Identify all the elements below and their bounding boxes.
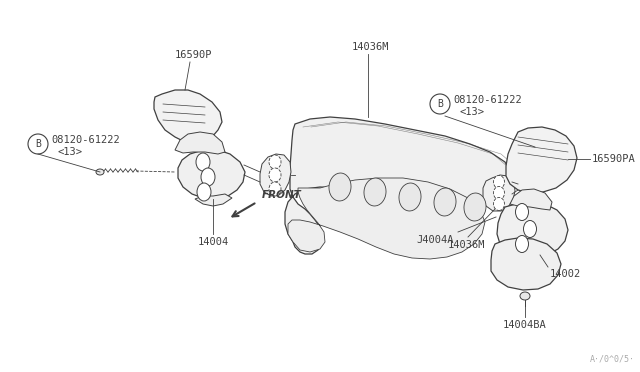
Text: B: B: [35, 139, 41, 149]
Text: <13>: <13>: [58, 147, 83, 157]
Ellipse shape: [269, 155, 281, 169]
Ellipse shape: [493, 176, 504, 189]
Ellipse shape: [269, 168, 281, 182]
Polygon shape: [497, 202, 568, 258]
Text: FRONT: FRONT: [262, 190, 301, 200]
Text: 14002: 14002: [550, 269, 581, 279]
Ellipse shape: [364, 178, 386, 206]
Ellipse shape: [524, 221, 536, 237]
Polygon shape: [154, 90, 222, 144]
Polygon shape: [260, 154, 291, 196]
Text: 16590P: 16590P: [174, 50, 212, 60]
Text: 14036M: 14036M: [351, 42, 388, 52]
Polygon shape: [285, 117, 512, 254]
Ellipse shape: [201, 168, 215, 186]
Text: 14036M: 14036M: [447, 240, 484, 250]
Ellipse shape: [493, 198, 504, 211]
Text: <13>: <13>: [460, 107, 485, 117]
Polygon shape: [195, 194, 232, 206]
Text: 08120-61222: 08120-61222: [51, 135, 120, 145]
Ellipse shape: [329, 173, 351, 201]
Text: A·/0^0/5·: A·/0^0/5·: [590, 355, 635, 364]
Polygon shape: [175, 132, 225, 154]
Ellipse shape: [464, 193, 486, 221]
Text: J4004A: J4004A: [417, 235, 454, 245]
Ellipse shape: [196, 153, 210, 171]
Polygon shape: [288, 178, 485, 259]
Ellipse shape: [515, 203, 529, 221]
Ellipse shape: [96, 169, 104, 175]
Ellipse shape: [434, 188, 456, 216]
Polygon shape: [483, 175, 515, 211]
Ellipse shape: [493, 186, 504, 199]
Polygon shape: [510, 189, 552, 210]
Polygon shape: [491, 238, 561, 290]
Ellipse shape: [520, 292, 530, 300]
Polygon shape: [506, 127, 577, 193]
Text: 14004BA: 14004BA: [503, 320, 547, 330]
Ellipse shape: [269, 182, 281, 196]
Polygon shape: [178, 150, 245, 199]
Text: B: B: [437, 99, 443, 109]
Ellipse shape: [515, 235, 529, 253]
Ellipse shape: [399, 183, 421, 211]
Text: 08120-61222: 08120-61222: [453, 95, 522, 105]
Ellipse shape: [197, 183, 211, 201]
Text: 16590PA: 16590PA: [592, 154, 636, 164]
Text: 14004: 14004: [197, 237, 228, 247]
